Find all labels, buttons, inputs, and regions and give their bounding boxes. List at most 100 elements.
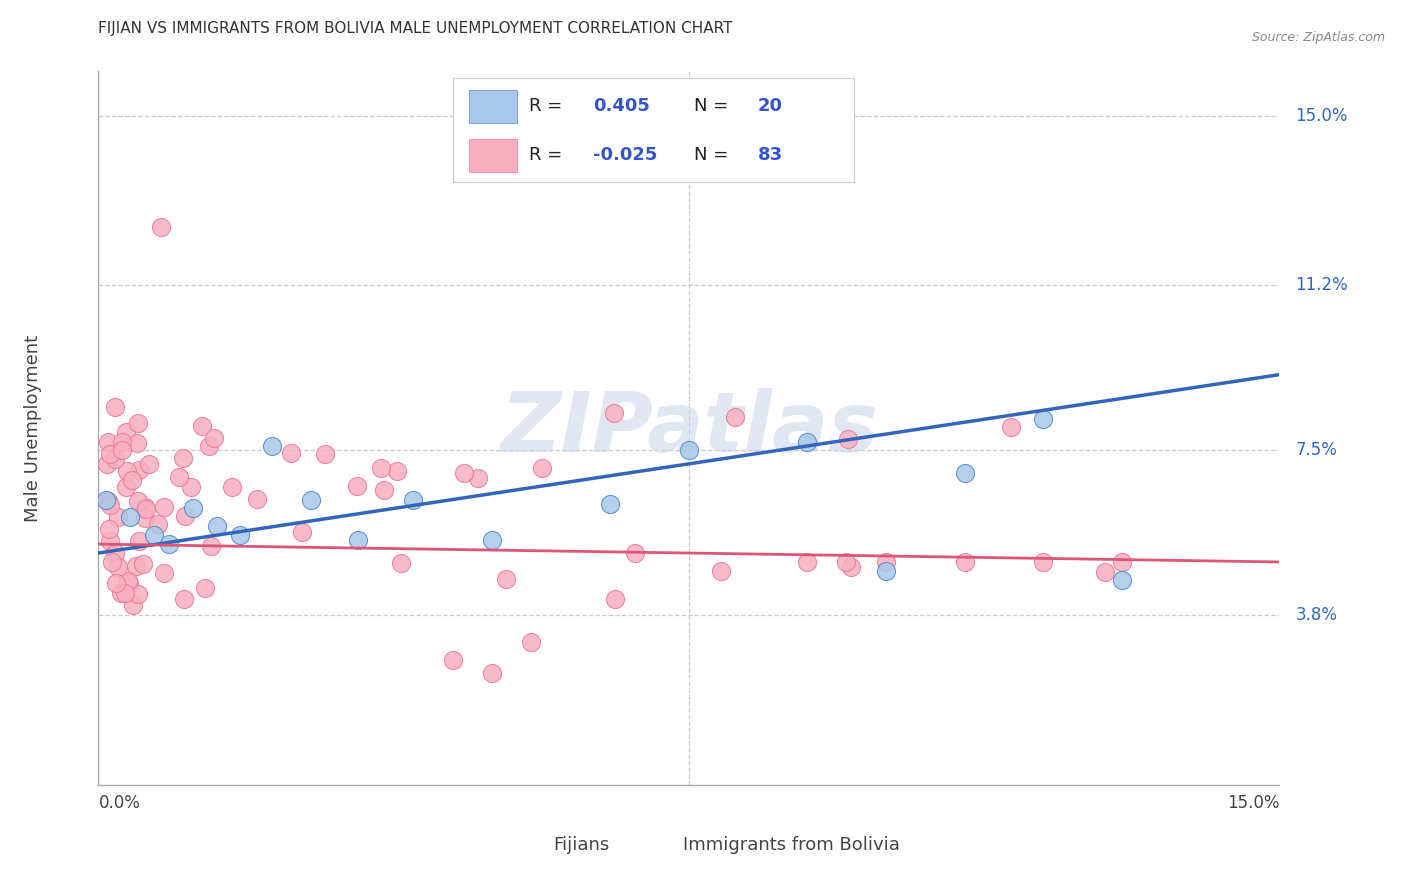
Point [202, 431, 225, 445]
Point [127, 416, 149, 430]
Point [246, 492, 269, 507]
Point [180, 479, 202, 493]
Point [98, 521, 121, 535]
Point [710, 564, 733, 578]
Point [495, 572, 517, 586]
Point [128, 463, 150, 477]
Point [837, 432, 859, 446]
Point [441, 653, 464, 667]
Text: 11.2%: 11.2% [1295, 277, 1348, 294]
Point [181, 501, 204, 516]
Text: FIJIAN VS IMMIGRANTS FROM BOLIVIA MALE UNEMPLOYMENT CORRELATION CHART: FIJIAN VS IMMIGRANTS FROM BOLIVIA MALE U… [98, 21, 733, 36]
Text: Source: ZipAtlas.com: Source: ZipAtlas.com [1251, 31, 1385, 45]
Point [111, 442, 134, 457]
Point [127, 587, 149, 601]
Point [402, 492, 425, 507]
Point [841, 560, 863, 574]
Point [1094, 565, 1116, 579]
Point [125, 436, 148, 450]
Point [104, 546, 127, 560]
Bar [523, 830, 546, 860]
Point [1032, 555, 1054, 569]
Point [173, 508, 195, 523]
Point [373, 483, 395, 497]
Point [875, 564, 897, 578]
Point [678, 443, 700, 458]
Point [796, 555, 818, 569]
Point [114, 425, 136, 439]
Point [134, 511, 156, 525]
Point [115, 464, 138, 478]
Point [1032, 412, 1054, 426]
Point [531, 461, 554, 475]
Point [453, 466, 475, 480]
Text: Immigrants from Bolivia: Immigrants from Bolivia [683, 836, 900, 854]
Point [835, 555, 858, 569]
Point [153, 500, 176, 515]
Point [132, 558, 155, 572]
Text: 3.8%: 3.8% [1295, 607, 1337, 624]
Point [125, 559, 148, 574]
Point [121, 473, 143, 487]
Point [138, 457, 160, 471]
Point [599, 497, 621, 511]
Point [191, 419, 214, 434]
Point [135, 502, 157, 516]
Point [1111, 555, 1133, 569]
Point [172, 450, 194, 465]
Point [98, 447, 121, 461]
Point [118, 510, 141, 524]
Point [128, 534, 150, 549]
Point [875, 555, 897, 569]
Point [314, 446, 336, 460]
Point [142, 528, 165, 542]
Point [101, 555, 124, 569]
Point [127, 494, 149, 508]
Text: 0.0%: 0.0% [98, 794, 141, 813]
Point [796, 434, 818, 449]
Point [481, 533, 503, 547]
Point [605, 592, 627, 607]
Text: 15.0%: 15.0% [1227, 794, 1279, 813]
Point [520, 635, 543, 649]
Point [96, 458, 118, 472]
Point [121, 599, 143, 613]
Point [194, 581, 217, 595]
Point [481, 666, 503, 681]
Point [114, 480, 136, 494]
Point [152, 566, 174, 581]
Point [96, 435, 118, 450]
Point [167, 470, 190, 484]
Point [280, 446, 302, 460]
Point [221, 480, 243, 494]
Point [624, 546, 647, 560]
Point [98, 534, 121, 549]
Point [114, 586, 136, 600]
Text: ZIPatlas: ZIPatlas [501, 388, 877, 468]
Text: 7.5%: 7.5% [1295, 442, 1337, 459]
Point [117, 574, 139, 589]
Point [260, 439, 283, 453]
Point [107, 559, 129, 574]
Bar [654, 830, 675, 860]
Text: Male Unemployment: Male Unemployment [24, 334, 42, 522]
Text: 15.0%: 15.0% [1295, 107, 1348, 125]
Point [104, 452, 127, 467]
Point [173, 592, 195, 607]
Point [157, 537, 180, 551]
Point [723, 409, 745, 424]
Point [134, 500, 156, 515]
Point [198, 439, 221, 453]
Point [205, 519, 228, 533]
Point [98, 498, 121, 512]
Point [603, 406, 626, 420]
Point [1000, 419, 1022, 434]
Point [107, 510, 129, 524]
Point [104, 400, 127, 414]
Point [370, 461, 392, 475]
Point [1111, 573, 1133, 587]
Point [291, 524, 314, 539]
Point [385, 464, 408, 478]
Point [299, 492, 322, 507]
Point [117, 576, 139, 591]
